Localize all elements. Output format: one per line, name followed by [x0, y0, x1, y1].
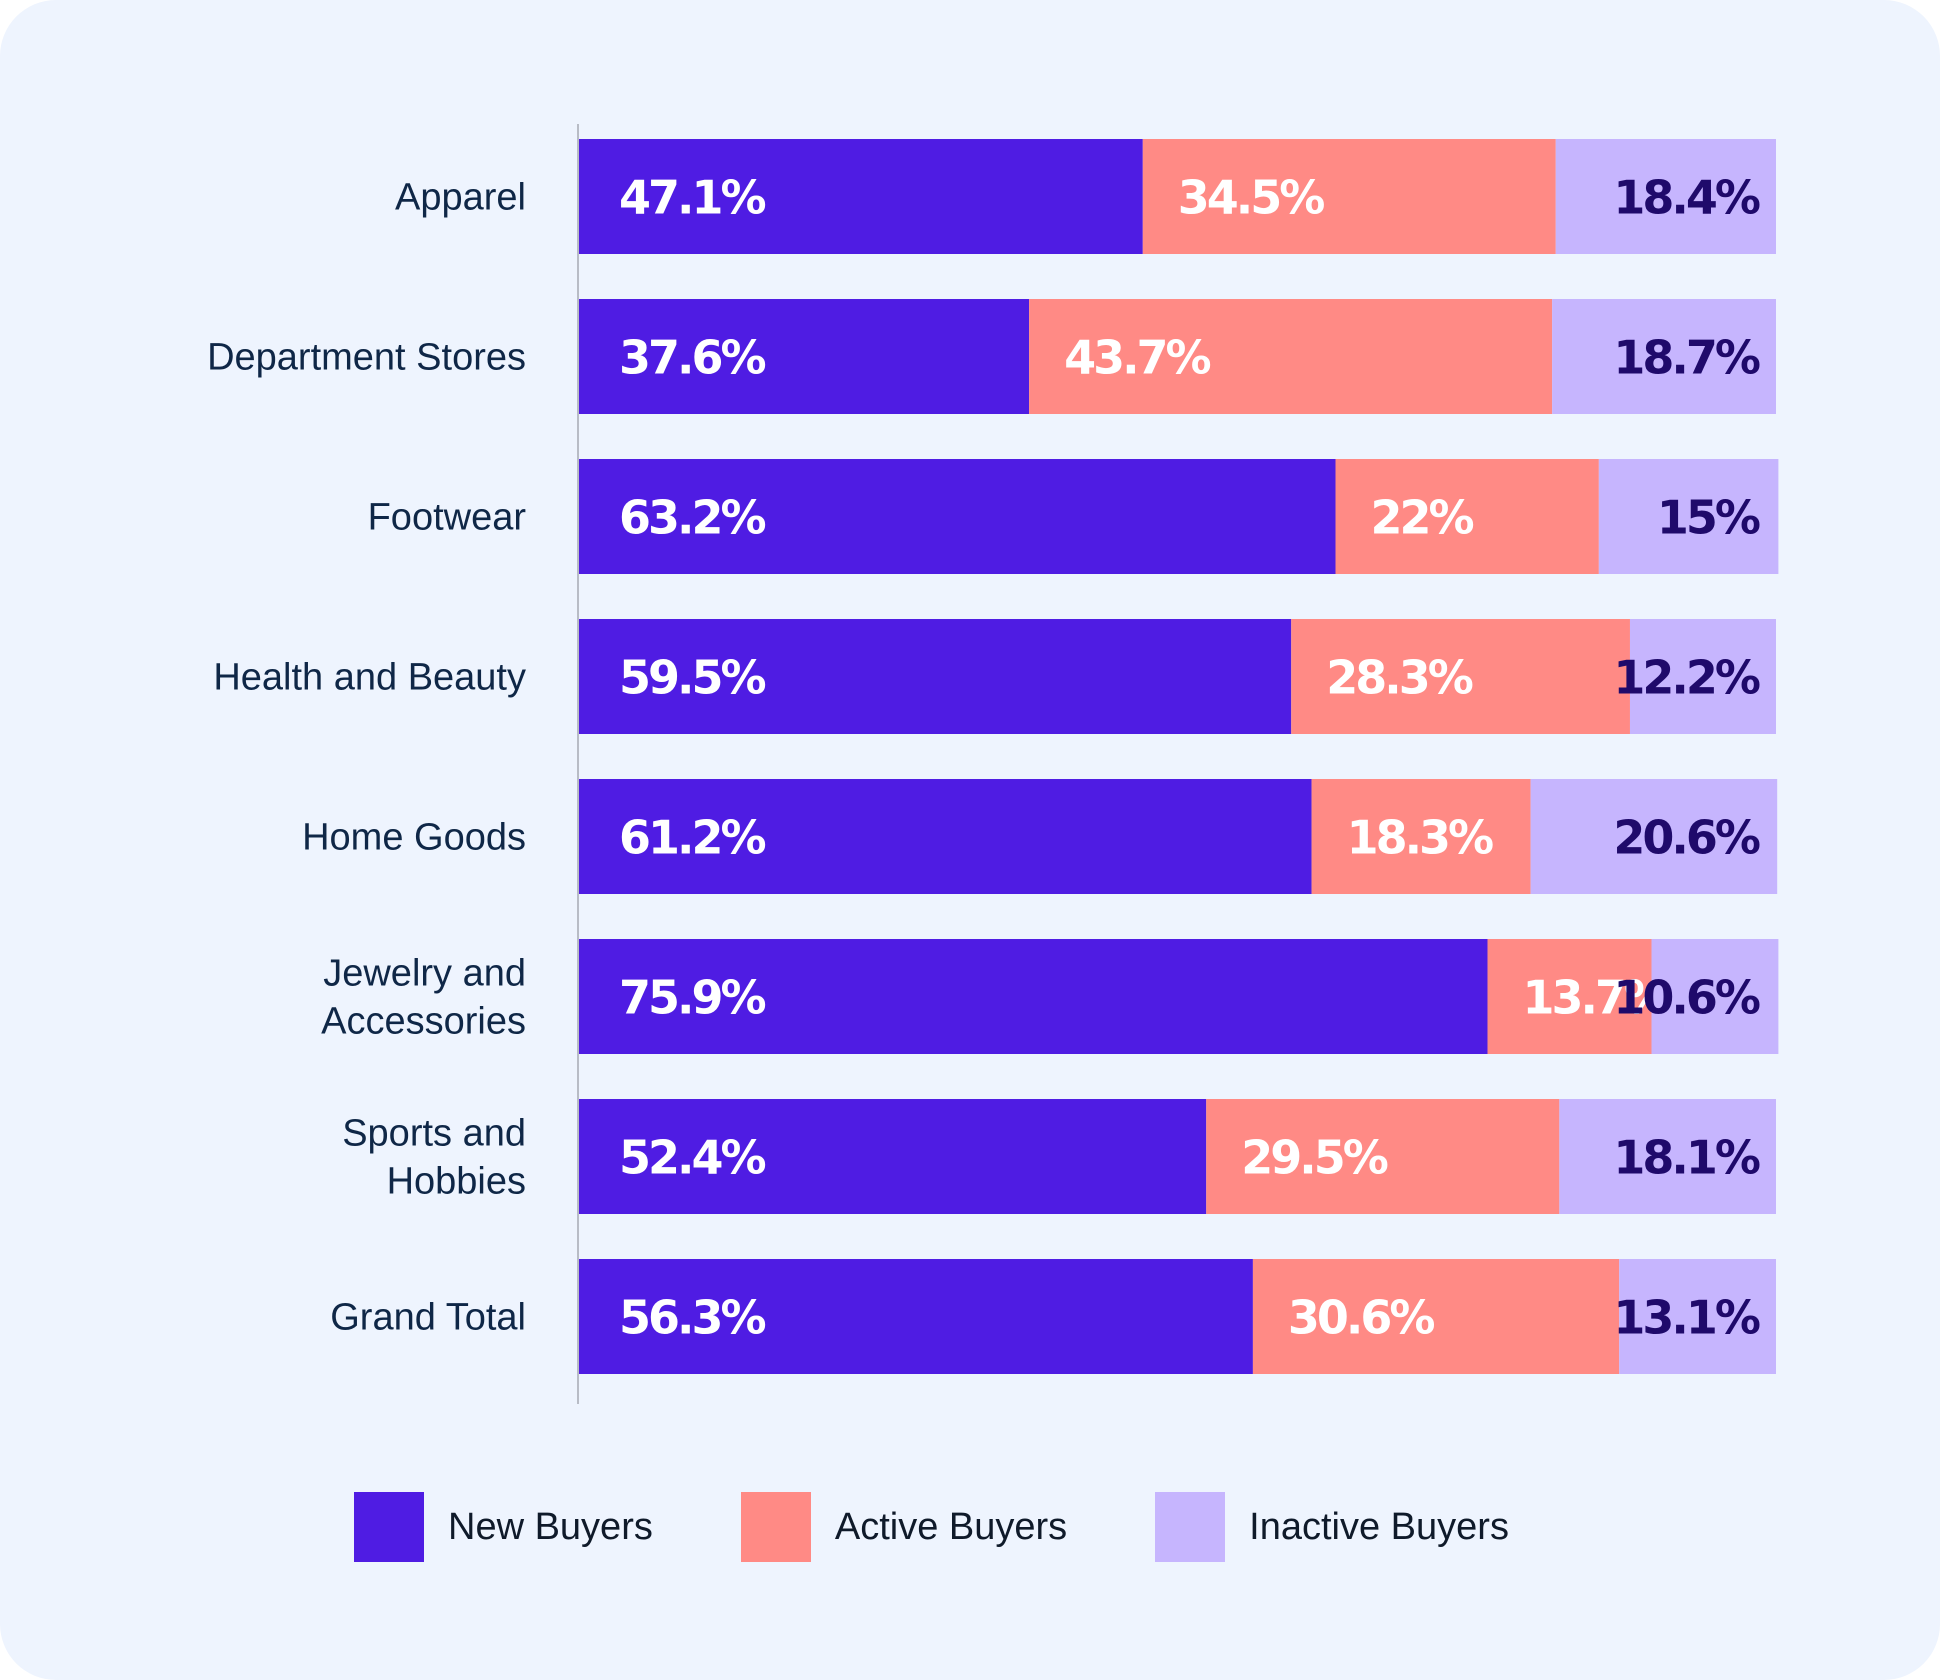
value-label-new-buyers-footwear: 63.2%: [619, 491, 765, 545]
legend-swatch-inactive-buyers: [1155, 1492, 1226, 1562]
bar-inactive-buyers-health-and-beauty: [1629, 619, 1776, 734]
legend-item-active-buyers: Active Buyers: [740, 1492, 1068, 1562]
value-label-new-buyers-grand-total: 56.3%: [619, 1291, 765, 1345]
value-label-active-buyers-home-goods: 18.3%: [1347, 811, 1493, 865]
category-label-jewelry-and-accessories: Jewelry and Accessories: [321, 953, 526, 1043]
value-label-active-buyers-health-and-beauty: 28.3%: [1326, 651, 1472, 705]
value-label-inactive-buyers-footwear: 15%: [1657, 491, 1760, 545]
value-label-inactive-buyers-department-stores: 18.7%: [1613, 331, 1759, 385]
bar-active-buyers-health-and-beauty: [1291, 619, 1630, 734]
bar-active-buyers-footwear: [1335, 459, 1599, 574]
category-label-sports-and-hobbies: Sports and Hobbies: [342, 1113, 526, 1203]
bar-active-buyers-sports-and-hobbies: [1206, 1099, 1560, 1214]
value-label-inactive-buyers-home-goods: 20.6%: [1613, 811, 1759, 865]
category-label-home-goods: Home Goods: [302, 817, 526, 859]
legend: New Buyers Active Buyers Inactive Buyers: [354, 1492, 1597, 1562]
value-label-new-buyers-home-goods: 61.2%: [619, 811, 765, 865]
value-label-inactive-buyers-sports-and-hobbies: 18.1%: [1613, 1131, 1759, 1185]
bar-inactive-buyers-sports-and-hobbies: [1559, 1099, 1776, 1214]
bar-inactive-buyers-grand-total: [1619, 1259, 1776, 1374]
category-label-footwear: Footwear: [368, 497, 527, 539]
bar-active-buyers-home-goods: [1311, 779, 1531, 894]
bar-active-buyers-department-stores: [1029, 299, 1553, 414]
legend-label-active-buyers: Active Buyers: [834, 1505, 1068, 1548]
value-label-new-buyers-jewelry-and-accessories: 75.9%: [619, 971, 765, 1025]
value-label-active-buyers-grand-total: 30.6%: [1288, 1291, 1434, 1345]
bar-new-buyers-footwear: [579, 459, 1336, 574]
bar-inactive-buyers-jewelry-and-accessories: [1651, 939, 1779, 1054]
legend-item-new-buyers: New Buyers: [354, 1492, 653, 1562]
legend-label-inactive-buyers: Inactive Buyers: [1249, 1505, 1509, 1548]
value-label-new-buyers-apparel: 47.1%: [619, 171, 765, 225]
bar-active-buyers-jewelry-and-accessories: [1487, 939, 1652, 1054]
value-label-active-buyers-sports-and-hobbies: 29.5%: [1241, 1131, 1387, 1185]
bar-new-buyers-department-stores: [579, 299, 1030, 414]
value-label-active-buyers-jewelry-and-accessories: 13.7%: [1523, 971, 1669, 1025]
value-label-new-buyers-health-and-beauty: 59.5%: [619, 651, 765, 705]
value-label-active-buyers-apparel: 34.5%: [1178, 171, 1324, 225]
legend-swatch-active-buyers: [740, 1492, 811, 1562]
bar-inactive-buyers-footwear: [1598, 459, 1779, 574]
category-label-grand-total: Grand Total: [330, 1297, 526, 1339]
bar-new-buyers-apparel: [579, 139, 1143, 254]
bar-inactive-buyers-apparel: [1555, 139, 1776, 254]
value-label-inactive-buyers-grand-total: 13.1%: [1613, 1291, 1759, 1345]
value-label-inactive-buyers-jewelry-and-accessories: 10.6%: [1613, 971, 1759, 1025]
category-label-department-stores: Department Stores: [207, 337, 526, 379]
category-label-apparel: Apparel: [395, 177, 526, 219]
legend-label-new-buyers: New Buyers: [448, 1505, 653, 1548]
value-label-new-buyers-sports-and-hobbies: 52.4%: [619, 1131, 765, 1185]
bar-active-buyers-apparel: [1142, 139, 1556, 254]
legend-item-inactive-buyers: Inactive Buyers: [1155, 1492, 1509, 1562]
bar-new-buyers-grand-total: [579, 1259, 1253, 1374]
bar-new-buyers-health-and-beauty: [579, 619, 1292, 734]
value-label-new-buyers-department-stores: 37.6%: [619, 331, 765, 385]
bar-active-buyers-grand-total: [1252, 1259, 1620, 1374]
value-label-active-buyers-department-stores: 43.7%: [1064, 331, 1210, 385]
value-label-inactive-buyers-apparel: 18.4%: [1613, 171, 1759, 225]
category-label-health-and-beauty: Health and Beauty: [213, 657, 526, 699]
value-label-inactive-buyers-health-and-beauty: 12.2%: [1613, 651, 1759, 705]
bar-new-buyers-jewelry-and-accessories: [579, 939, 1488, 1054]
bar-new-buyers-sports-and-hobbies: [579, 1099, 1207, 1214]
bar-inactive-buyers-home-goods: [1530, 779, 1778, 894]
value-label-active-buyers-footwear: 22%: [1371, 491, 1474, 545]
legend-swatch-new-buyers: [354, 1492, 424, 1562]
bar-inactive-buyers-department-stores: [1552, 299, 1776, 414]
bar-new-buyers-home-goods: [579, 779, 1312, 894]
